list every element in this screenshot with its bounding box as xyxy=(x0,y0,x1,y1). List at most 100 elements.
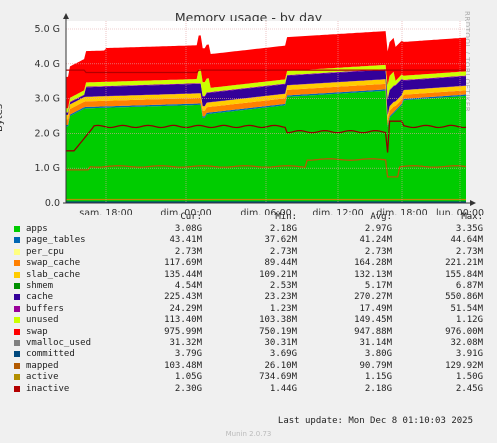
legend-avg: 3.80G xyxy=(364,349,392,360)
legend-name: committed xyxy=(26,349,75,360)
legend-max: 1.12G xyxy=(455,315,483,326)
legend-cur: 3.08G xyxy=(174,224,202,234)
legend-cur: 113.40M xyxy=(164,315,202,326)
legend-avg: 5.17M xyxy=(364,281,392,291)
legend-name: slab_cache xyxy=(26,269,81,280)
legend-cur: 1.05G xyxy=(174,372,202,383)
plot-area: 0.0 1.0 G 2.0 G 3.0 G 4.0 G 5.0 G sam. 18:00 di… xyxy=(35,13,484,215)
legend-max: 155.84M xyxy=(445,269,483,280)
legend-avg: 90.79M xyxy=(359,360,392,371)
line-committed xyxy=(66,69,466,74)
legend-avg: 2.97G xyxy=(364,224,392,234)
legend-max: 3.35G xyxy=(455,224,483,234)
last-update: Last update: Mon Dec 8 01:10:03 2025 xyxy=(277,416,473,426)
y-axis-arrow xyxy=(63,13,69,19)
legend-avg: 17.49M xyxy=(359,303,392,314)
legend-swatch xyxy=(14,260,20,267)
legend-max: 3.91G xyxy=(455,349,483,360)
y-tick-label: 5.0 G xyxy=(35,24,61,35)
legend-min: 2.18G xyxy=(269,224,297,234)
legend-cur: 103.48M xyxy=(164,360,202,371)
legend-name: active xyxy=(26,372,59,383)
legend-max: 550.86M xyxy=(445,292,483,303)
legend-min: 23.23M xyxy=(264,292,297,303)
legend-min: 103.38M xyxy=(259,315,297,326)
legend-min: 89.44M xyxy=(264,258,297,269)
legend-avg: 31.14M xyxy=(359,338,392,348)
legend-min: 30.31M xyxy=(264,338,297,348)
legend-name: cache xyxy=(26,292,54,303)
legend-swatch xyxy=(14,374,20,381)
legend-swatch xyxy=(14,294,20,301)
y-tick-label: 3.0 G xyxy=(35,94,61,105)
legend-cur: 3.79G xyxy=(174,349,202,360)
legend-swatch xyxy=(14,328,20,335)
legend-avg: 2.18G xyxy=(364,383,392,394)
y-tick-label: 1.0 G xyxy=(35,163,61,174)
legend-min: 1.23M xyxy=(269,303,297,314)
legend-max: 2.73M xyxy=(455,246,483,257)
legend-min: 2.73M xyxy=(269,246,297,257)
x-tick-label: sam. 18:00 xyxy=(79,208,132,215)
legend-swatch xyxy=(14,283,20,289)
legend-cur: 975.99M xyxy=(164,326,202,337)
legend-cur: 2.30G xyxy=(174,383,202,394)
legend-min: 750.19M xyxy=(259,326,297,337)
y-tick-label: 0.0 xyxy=(45,198,60,209)
legend-cur: 2.73M xyxy=(174,246,202,257)
legend-name: unused xyxy=(26,315,59,326)
x-tick-label: dim. 00:00 xyxy=(160,208,211,215)
legend-name: page_tables xyxy=(26,235,86,246)
legend-swatch xyxy=(14,248,20,255)
legend-max: 976.00M xyxy=(445,326,483,337)
legend-avg: 149.45M xyxy=(354,315,392,326)
y-tick-label: 4.0 G xyxy=(35,59,61,70)
area-apps xyxy=(66,90,466,203)
legend-avg: 41.24M xyxy=(359,235,392,246)
legend-cur: 117.69M xyxy=(164,258,202,269)
legend-cur: 4.54M xyxy=(174,281,202,291)
x-tick-label: dim. 06:00 xyxy=(240,208,291,215)
legend-max: 32.08M xyxy=(450,338,483,348)
legend-name: inactive xyxy=(26,383,70,394)
legend-name: vmalloc_used xyxy=(26,338,92,348)
munin-version: Munin 2.0.73 xyxy=(225,430,272,438)
legend-min: 2.53M xyxy=(269,281,297,291)
header-min: Min: xyxy=(275,212,297,222)
legend-max: 51.54M xyxy=(450,303,483,314)
legend-swatch xyxy=(14,385,20,392)
legend-name: apps xyxy=(26,224,48,234)
legend-swatch xyxy=(14,226,20,232)
header-cur: Cur: xyxy=(180,212,202,222)
legend-swatch xyxy=(14,351,20,358)
legend-swatch xyxy=(14,305,20,312)
legend-cur: 43.41M xyxy=(169,235,202,246)
legend-avg: 947.88M xyxy=(354,326,392,337)
legend-max: 129.92M xyxy=(445,360,483,371)
area-cache xyxy=(66,69,466,116)
legend-cur: 225.43M xyxy=(164,292,202,303)
x-tick-label: lun. 00:00 xyxy=(436,208,484,215)
legend-swatch xyxy=(14,237,20,244)
legend-max: 6.87M xyxy=(455,281,483,291)
legend-min: 37.62M xyxy=(264,235,297,246)
legend-swatch xyxy=(14,340,20,346)
legend-max: 44.64M xyxy=(450,235,483,246)
legend-avg: 164.28M xyxy=(354,258,392,269)
header-avg: Avg: xyxy=(370,212,392,222)
legend-swatch xyxy=(14,317,20,324)
legend-swatch xyxy=(14,362,20,369)
legend-name: mapped xyxy=(26,360,59,371)
legend-name: buffers xyxy=(26,303,64,314)
x-axis-arrow xyxy=(470,200,476,206)
legend-name: shmem xyxy=(26,281,54,291)
legend-swatch xyxy=(14,271,20,278)
legend-cur: 24.29M xyxy=(169,303,202,314)
line-inactive xyxy=(66,120,467,153)
legend-max: 1.50G xyxy=(455,372,483,383)
legend-min: 26.10M xyxy=(264,360,297,371)
legend-avg: 132.13M xyxy=(354,269,392,280)
legend-cur: 135.44M xyxy=(164,269,202,280)
legend-avg: 270.27M xyxy=(354,292,392,303)
